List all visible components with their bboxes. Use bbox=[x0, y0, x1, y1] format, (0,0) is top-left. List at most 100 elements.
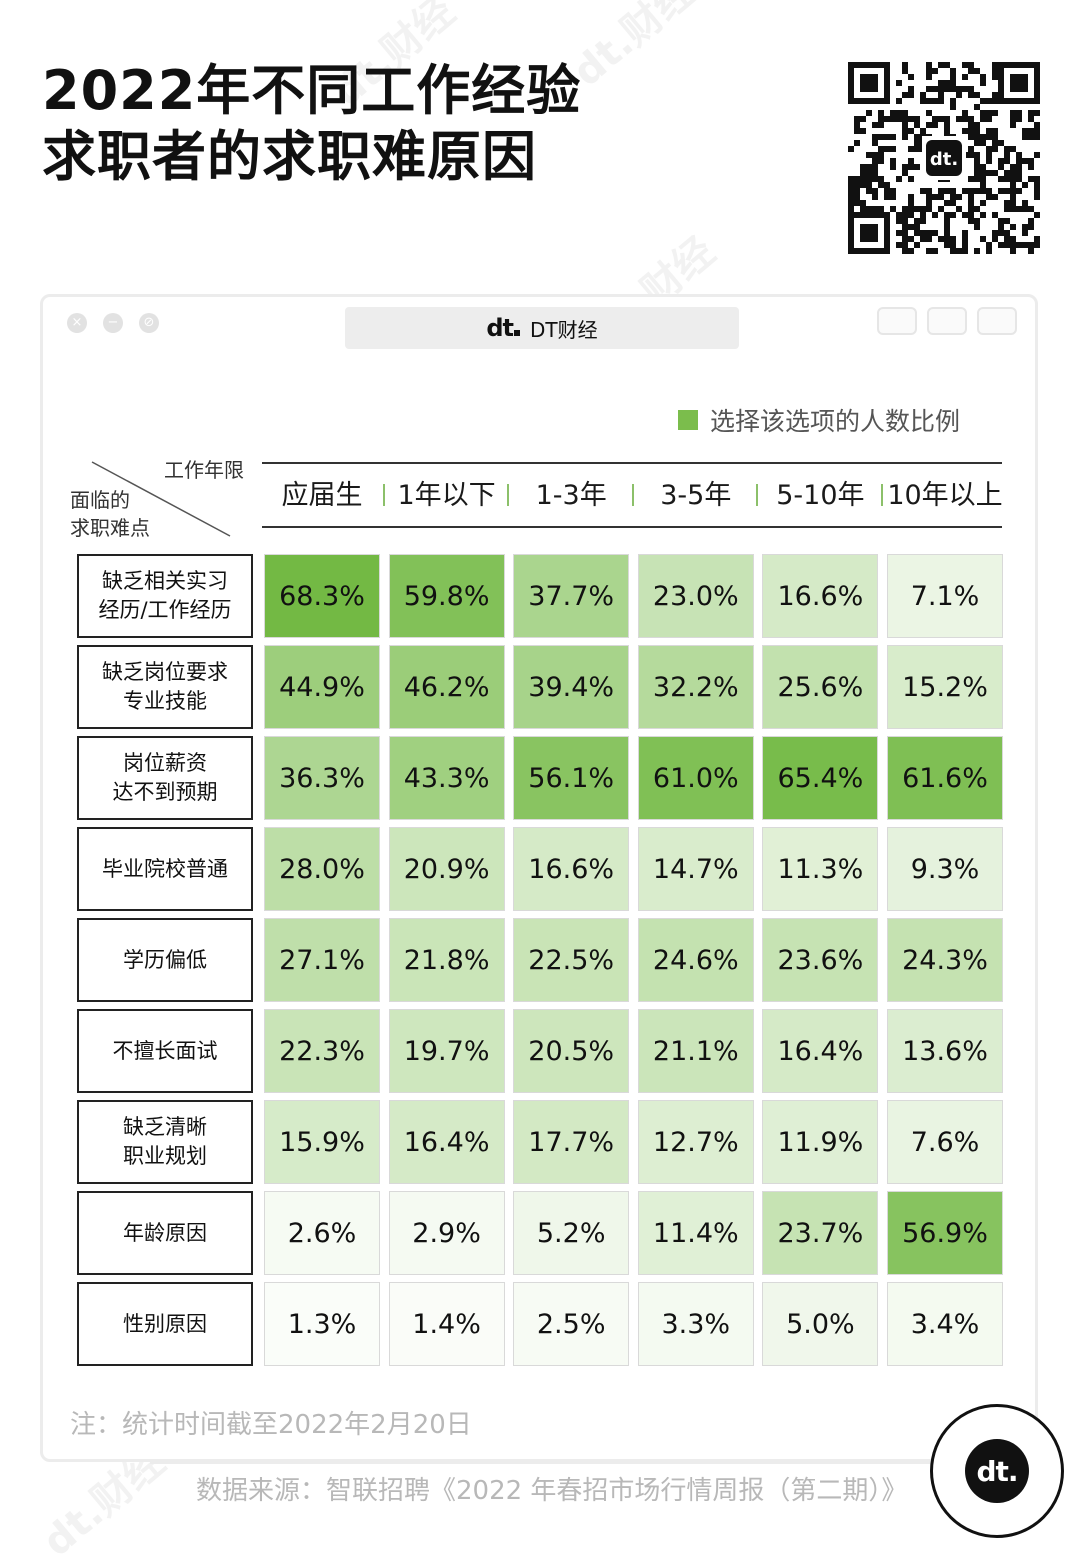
row-label: 岗位薪资 达不到预期 bbox=[77, 736, 253, 820]
heatmap-cell: 5.0% bbox=[762, 1282, 879, 1366]
column-header: 3-5年 bbox=[660, 480, 732, 511]
row-label: 年龄原因 bbox=[77, 1191, 253, 1275]
row-label-line: 经历/工作经历 bbox=[98, 598, 232, 622]
column-header: 5-10年 bbox=[776, 480, 865, 511]
row-label-line: 性别原因 bbox=[123, 1311, 207, 1336]
svg-text:dt.: dt. bbox=[930, 149, 958, 170]
heatmap-cell: 1.3% bbox=[264, 1282, 380, 1366]
heatmap-cell: 21.8% bbox=[388, 918, 505, 1002]
column-separator bbox=[631, 484, 634, 506]
heatmap-cell: 20.5% bbox=[513, 1009, 630, 1093]
heatmap-cell: 21.1% bbox=[637, 1009, 754, 1093]
dt-logo-icon: dt bbox=[486, 314, 521, 342]
row-label-line: 缺乏相关实习 bbox=[102, 569, 228, 593]
heatmap-cell: 19.7% bbox=[388, 1009, 505, 1093]
title-line-1: 2022年不同工作经验 bbox=[42, 59, 582, 122]
column-header: 1年以下 bbox=[397, 480, 496, 511]
source-divider bbox=[150, 1462, 980, 1464]
data-source: 数据来源：智联招聘《2022 年春招市场行情周报（第二期）》 bbox=[196, 1476, 908, 1506]
tab-label: DT财经 bbox=[530, 317, 598, 342]
column-separator bbox=[382, 484, 385, 506]
column-header: 应届生 bbox=[281, 480, 363, 511]
share-icon[interactable] bbox=[927, 307, 967, 335]
heatmap-cell: 22.5% bbox=[513, 918, 630, 1002]
minimize-icon[interactable]: − bbox=[103, 313, 123, 333]
window-copy-icon[interactable] bbox=[977, 307, 1017, 335]
heatmap-cell: 37.7% bbox=[513, 554, 630, 638]
heatmap-cell: 32.2% bbox=[637, 645, 754, 729]
heatmap-cell: 11.3% bbox=[762, 827, 879, 911]
row-label-line: 专业技能 bbox=[123, 689, 207, 713]
heatmap-cell: 44.9% bbox=[264, 645, 380, 729]
corner-diagonal bbox=[91, 461, 231, 537]
corner-bottom-label-2: 求职难点 bbox=[70, 516, 150, 540]
column-header: 10年以上 bbox=[887, 480, 1003, 511]
heatmap-cell: 23.6% bbox=[762, 918, 879, 1002]
legend-swatch bbox=[678, 410, 698, 430]
heatmap-cell: 3.4% bbox=[887, 1282, 1003, 1366]
heatmap-cell: 28.0% bbox=[264, 827, 380, 911]
heatmap-cell: 9.3% bbox=[887, 827, 1003, 911]
dt-badge-icon: dt. bbox=[930, 1404, 1064, 1538]
corner-top-label: 工作年限 bbox=[164, 458, 244, 482]
heatmap-cell: 17.7% bbox=[513, 1100, 630, 1184]
column-separator bbox=[881, 484, 883, 506]
record-icon[interactable] bbox=[877, 307, 917, 335]
heatmap-cell: 68.3% bbox=[264, 554, 380, 638]
row-label-line: 毕业院校普通 bbox=[102, 856, 228, 881]
corner-bottom-label-1: 面临的 bbox=[70, 488, 130, 512]
heatmap-cell: 2.6% bbox=[264, 1191, 380, 1275]
heatmap-cell: 15.9% bbox=[264, 1100, 380, 1184]
row-label: 性别原因 bbox=[77, 1282, 253, 1366]
heatmap-cell: 16.4% bbox=[388, 1100, 505, 1184]
row-label-line: 岗位薪资 bbox=[123, 751, 207, 775]
tab-dt-finance[interactable]: dt DT财经 bbox=[345, 307, 739, 349]
heatmap-cell: 65.4% bbox=[762, 736, 879, 820]
heatmap-cell: 59.8% bbox=[388, 554, 505, 638]
legend-label: 选择该选项的人数比例 bbox=[710, 407, 961, 436]
row-label-line: 学历偏低 bbox=[123, 947, 207, 972]
close-icon[interactable]: × bbox=[67, 313, 87, 333]
row-label-line: 缺乏清晰 bbox=[123, 1115, 207, 1139]
heatmap-cell: 23.0% bbox=[637, 554, 754, 638]
heatmap-cell: 11.4% bbox=[637, 1191, 754, 1275]
heatmap-cell: 2.5% bbox=[513, 1282, 630, 1366]
heatmap-cell: 24.6% bbox=[637, 918, 754, 1002]
column-separator bbox=[507, 484, 510, 506]
row-label-line: 职业规划 bbox=[123, 1144, 207, 1168]
column-header: 1-3年 bbox=[535, 480, 607, 511]
heatmap-cell: 1.4% bbox=[388, 1282, 505, 1366]
chart-legend: 选择该选项的人数比例 bbox=[678, 402, 960, 438]
row-label-line: 达不到预期 bbox=[112, 780, 218, 804]
row-label: 不擅长面试 bbox=[77, 1009, 253, 1093]
heatmap-cell: 16.6% bbox=[762, 554, 879, 638]
heatmap-cell: 25.6% bbox=[762, 645, 879, 729]
heatmap-cell: 36.3% bbox=[264, 736, 380, 820]
heatmap-cell: 16.4% bbox=[762, 1009, 879, 1093]
heatmap-cell: 2.9% bbox=[388, 1191, 505, 1275]
block-icon[interactable]: ⊘ bbox=[139, 313, 159, 333]
header-top-line bbox=[262, 462, 1002, 464]
heatmap-cell: 14.7% bbox=[637, 827, 754, 911]
page-title: 2022年不同工作经验 求职者的求职难原因 bbox=[42, 58, 802, 190]
heatmap-cell: 5.2% bbox=[513, 1191, 630, 1275]
heatmap-cell: 15.2% bbox=[887, 645, 1003, 729]
title-line-2: 求职者的求职难原因 bbox=[42, 125, 537, 188]
row-label: 缺乏清晰 职业规划 bbox=[77, 1100, 253, 1184]
heatmap-cell: 23.7% bbox=[762, 1191, 879, 1275]
heatmap-cell: 22.3% bbox=[264, 1009, 380, 1093]
heatmap-cell: 24.3% bbox=[887, 918, 1003, 1002]
header-bottom-line bbox=[262, 526, 1002, 528]
heatmap-cell: 56.9% bbox=[887, 1191, 1003, 1275]
heatmap-cell: 7.6% bbox=[887, 1100, 1003, 1184]
heatmap-cell: 61.0% bbox=[637, 736, 754, 820]
heatmap-cell: 7.1% bbox=[887, 554, 1003, 638]
heatmap-cell: 46.2% bbox=[388, 645, 505, 729]
heatmap-cell: 61.6% bbox=[887, 736, 1003, 820]
heatmap-cell: 16.6% bbox=[513, 827, 630, 911]
row-label: 缺乏岗位要求 专业技能 bbox=[77, 645, 253, 729]
column-separator bbox=[756, 484, 759, 506]
row-label: 学历偏低 bbox=[77, 918, 253, 1002]
heatmap-cell: 56.1% bbox=[513, 736, 630, 820]
heatmap-cell: 43.3% bbox=[388, 736, 505, 820]
